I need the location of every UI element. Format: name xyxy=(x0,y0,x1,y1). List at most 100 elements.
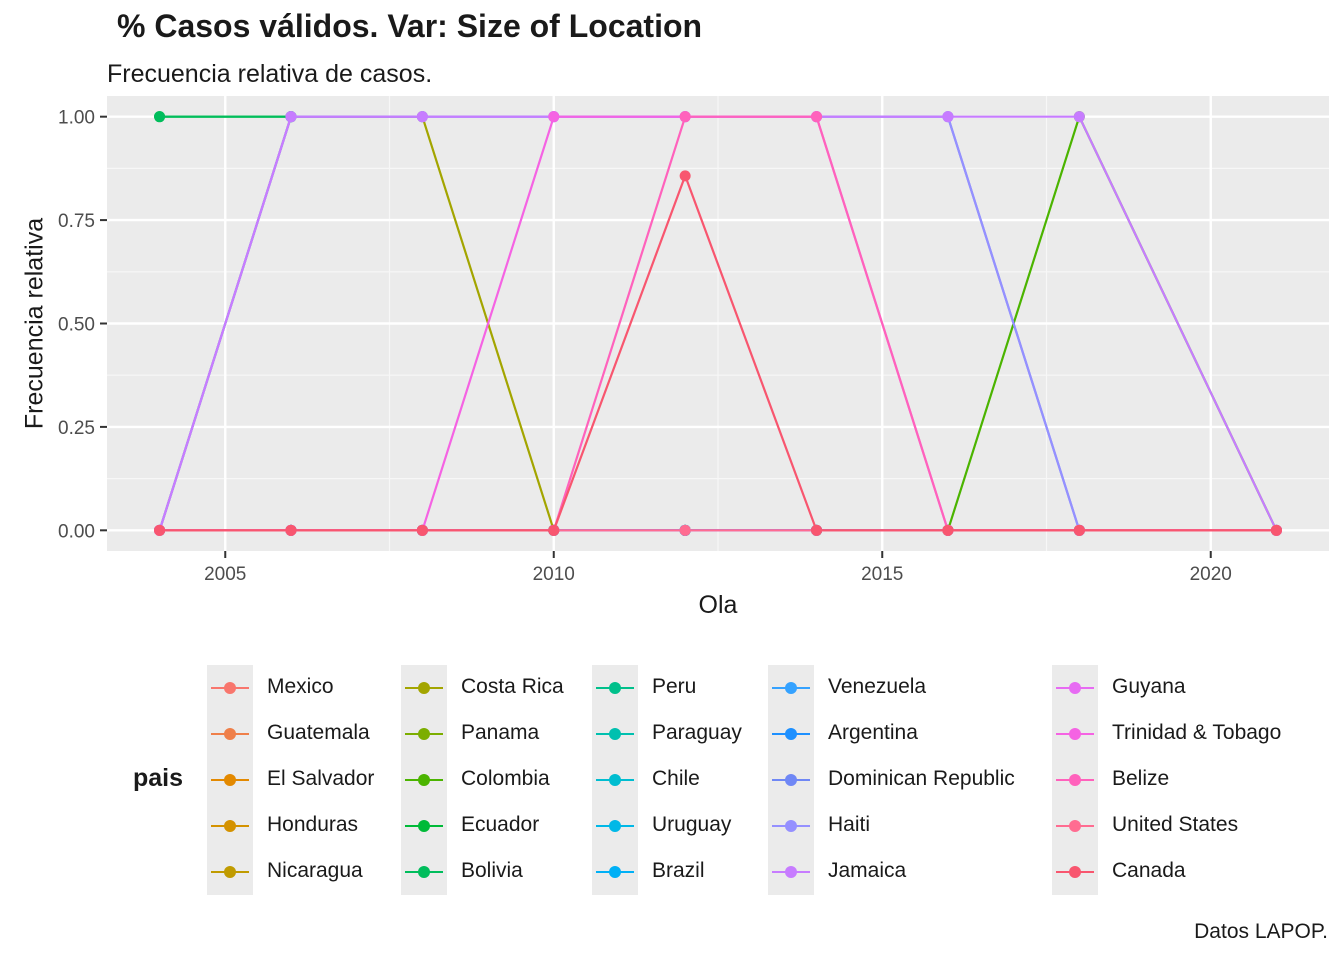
data-point-canada xyxy=(942,524,954,536)
legend-key-point xyxy=(418,820,430,832)
legend-label: Canada xyxy=(1112,859,1186,882)
legend-key xyxy=(768,757,814,803)
legend-key-point xyxy=(224,728,236,740)
legend-label: Colombia xyxy=(461,767,550,790)
legend-key-point xyxy=(224,820,236,832)
data-point-canada xyxy=(548,524,560,536)
legend-key-point xyxy=(1069,774,1081,786)
legend-label: Haiti xyxy=(828,813,871,836)
legend-key xyxy=(207,803,253,849)
x-tick-label: 2005 xyxy=(204,564,246,585)
legend-label: Uruguay xyxy=(652,813,732,836)
legend-key-point xyxy=(224,682,236,694)
data-point-canada xyxy=(285,524,297,536)
legend-key xyxy=(768,665,814,711)
legend-key xyxy=(1052,711,1098,757)
x-tick-label: 2010 xyxy=(533,564,575,585)
legend-key xyxy=(207,711,253,757)
legend-label: Honduras xyxy=(267,813,359,836)
legend-label: Belize xyxy=(1112,767,1170,790)
legend-label: Panama xyxy=(461,721,540,744)
legend-key-point xyxy=(1069,820,1081,832)
y-tick-label: 1.00 xyxy=(58,108,95,129)
legend-key-point xyxy=(1069,682,1081,694)
legend-key xyxy=(768,849,814,895)
y-axis-title: Frecuencia relativa xyxy=(21,218,49,429)
data-point-canada xyxy=(1073,524,1085,536)
legend-label: Jamaica xyxy=(828,859,907,882)
legend-key xyxy=(401,665,447,711)
legend-key-point xyxy=(1069,866,1081,878)
legend-key-point xyxy=(785,728,797,740)
legend-key-point xyxy=(418,774,430,786)
data-point-jamaica xyxy=(942,111,954,123)
legend-label: Paraguay xyxy=(652,721,742,744)
data-point-trinidad-tobago xyxy=(548,111,560,123)
legend-key xyxy=(1052,757,1098,803)
legend-key-point xyxy=(609,866,621,878)
data-point-united-states xyxy=(679,524,691,536)
data-point-canada xyxy=(416,524,428,536)
y-tick-label: 0.75 xyxy=(58,211,95,232)
legend-key-point xyxy=(785,682,797,694)
legend-key-point xyxy=(785,820,797,832)
data-point-jamaica xyxy=(285,111,297,123)
y-tick-label: 0.00 xyxy=(58,521,95,542)
series-layer xyxy=(154,111,1282,536)
data-point-canada xyxy=(679,170,691,182)
legend-label: Guatemala xyxy=(267,721,370,744)
legend-label: Brazil xyxy=(652,859,705,882)
y-tick-label: 0.50 xyxy=(58,315,95,336)
legend-label: Argentina xyxy=(828,721,918,744)
data-point-canada xyxy=(154,524,166,536)
data-point-canada xyxy=(1270,524,1282,536)
legend-label: Venezuela xyxy=(828,675,927,698)
series-canada xyxy=(154,170,1282,536)
legend-label: Peru xyxy=(652,675,697,698)
caption: Datos LAPOP. xyxy=(1194,920,1328,943)
legend-key xyxy=(592,849,638,895)
legend-title: pais xyxy=(133,764,184,792)
chart-subtitle: Frecuencia relativa de casos. xyxy=(107,60,433,88)
legend-key-point xyxy=(224,866,236,878)
legend-key xyxy=(592,711,638,757)
legend-label: Ecuador xyxy=(461,813,540,836)
x-axis-title: Ola xyxy=(699,591,738,619)
data-point-jamaica xyxy=(416,111,428,123)
legend-key xyxy=(1052,849,1098,895)
legend-label: Guyana xyxy=(1112,675,1186,698)
legend-key xyxy=(592,803,638,849)
legend-key-point xyxy=(1069,728,1081,740)
legend-label: Mexico xyxy=(267,675,334,698)
x-tick-label: 2015 xyxy=(861,564,903,585)
legend-key xyxy=(401,757,447,803)
legend-key-point xyxy=(418,728,430,740)
legend-label: El Salvador xyxy=(267,767,375,790)
data-point-bolivia xyxy=(154,111,166,123)
legend-key xyxy=(401,803,447,849)
chart-title: % Casos válidos. Var: Size of Location xyxy=(117,8,703,44)
legend-key xyxy=(207,665,253,711)
axes: 2005 2010 2015 2020 0.00 0.25 0.50 0.75 1.00 xyxy=(58,108,1232,585)
legend-label: Costa Rica xyxy=(461,675,564,698)
legend-key xyxy=(592,665,638,711)
legend-label: Nicaragua xyxy=(267,859,363,882)
x-tick-label: 2020 xyxy=(1190,564,1232,585)
legend-key xyxy=(592,757,638,803)
legend-key-point xyxy=(785,774,797,786)
legend-key-point xyxy=(224,774,236,786)
data-point-belize xyxy=(811,111,823,123)
legend-key xyxy=(401,711,447,757)
legend-key-point xyxy=(609,774,621,786)
legend-key-point xyxy=(609,820,621,832)
legend-key-point xyxy=(418,682,430,694)
legend-key xyxy=(1052,803,1098,849)
data-point-belize xyxy=(679,111,691,123)
legend-label: Bolivia xyxy=(461,859,523,882)
data-point-canada xyxy=(811,524,823,536)
legend-key xyxy=(1052,665,1098,711)
legend-key-point xyxy=(609,682,621,694)
data-point-jamaica xyxy=(1073,111,1085,123)
minor-gridlines xyxy=(107,96,1329,551)
